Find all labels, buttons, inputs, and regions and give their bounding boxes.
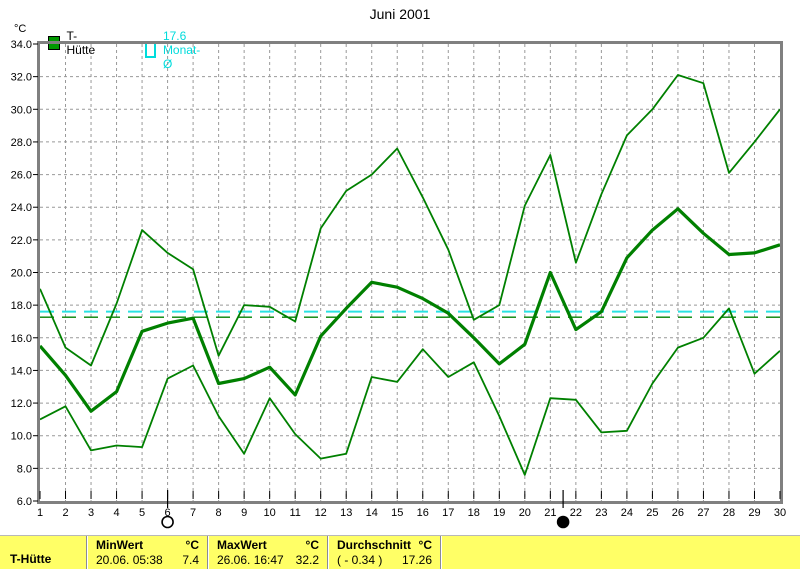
y-tick-label: 6.0 bbox=[17, 496, 32, 508]
y-tick-label: 10.0 bbox=[11, 431, 32, 443]
max-unit: °C bbox=[305, 538, 319, 552]
x-tick-label: 18 bbox=[468, 507, 480, 519]
legend-label: T-Hütte bbox=[66, 29, 96, 57]
x-tick-label: 29 bbox=[748, 507, 760, 519]
x-tick-label: 13 bbox=[340, 507, 352, 519]
y-tick-label: 18.0 bbox=[11, 300, 32, 312]
x-tick-label: 4 bbox=[113, 507, 119, 519]
x-tick-label: 6 bbox=[165, 507, 171, 519]
x-tick-label: 22 bbox=[570, 507, 582, 519]
x-tick-label: 27 bbox=[697, 507, 709, 519]
y-tick-label: 24.0 bbox=[11, 202, 32, 214]
min-unit: °C bbox=[185, 538, 199, 552]
x-tick-label: 1 bbox=[37, 507, 43, 519]
y-tick-label: 16.0 bbox=[11, 333, 32, 345]
x-tick-label: 2 bbox=[62, 507, 68, 519]
x-tick-label: 15 bbox=[391, 507, 403, 519]
page-title: Juni 2001 bbox=[369, 6, 431, 22]
status-bar-empty-panel bbox=[440, 536, 800, 569]
temperature-chart: 6.08.010.012.014.016.018.020.022.024.026… bbox=[11, 39, 786, 529]
x-tick-label: 7 bbox=[190, 507, 196, 519]
average-panel: Durchschnitt °C ( - 0.34 ) 17.26 bbox=[327, 536, 440, 569]
x-tick-label: 24 bbox=[621, 507, 633, 519]
mean-temp-line bbox=[38, 207, 781, 413]
y-tick-label: 34.0 bbox=[11, 39, 32, 51]
status-bar: T-Hütte MinWert °C 20.06. 05:38 7.4 MaxW… bbox=[0, 535, 800, 569]
y-tick-label: 20.0 bbox=[11, 268, 32, 280]
y-axis-unit-label: °C bbox=[14, 23, 27, 35]
min-value-panel: MinWert °C 20.06. 05:38 7.4 bbox=[86, 536, 207, 569]
x-tick-label: 23 bbox=[595, 507, 607, 519]
y-tick-label: 14.0 bbox=[11, 365, 32, 377]
x-tick-label: 12 bbox=[315, 507, 327, 519]
avg-value: 17.26 bbox=[401, 553, 432, 567]
x-tick-label: 28 bbox=[723, 507, 735, 519]
x-tick-label: 10 bbox=[264, 507, 276, 519]
x-tick-label: 17 bbox=[442, 507, 454, 519]
y-tick-label: 22.0 bbox=[11, 235, 32, 247]
x-tick-label: 14 bbox=[366, 507, 378, 519]
max-temp-line bbox=[39, 74, 781, 367]
x-tick-label: 9 bbox=[241, 507, 247, 519]
x-tick-label: 3 bbox=[88, 507, 94, 519]
x-tick-label: 30 bbox=[774, 507, 786, 519]
max-datetime: 26.06. 16:47 bbox=[217, 553, 284, 567]
avg-label: Durchschnitt bbox=[337, 538, 412, 552]
x-tick-label: 5 bbox=[139, 507, 145, 519]
y-tick-label: 30.0 bbox=[11, 104, 32, 116]
avg-deviation: ( - 0.34 ) bbox=[337, 553, 383, 567]
avg-unit: °C bbox=[418, 538, 432, 552]
max-value: 32.2 bbox=[295, 553, 319, 567]
x-tick-label: 26 bbox=[672, 507, 684, 519]
x-tick-label: 8 bbox=[216, 507, 222, 519]
x-tick-label: 20 bbox=[519, 507, 531, 519]
min-temp-line bbox=[39, 307, 781, 476]
y-tick-label: 26.0 bbox=[11, 170, 32, 182]
new-moon-icon bbox=[556, 515, 570, 529]
y-tick-label: 12.0 bbox=[11, 398, 32, 410]
y-tick-label: 8.0 bbox=[17, 463, 32, 475]
station-name: T-Hütte bbox=[10, 552, 52, 566]
x-tick-label: 25 bbox=[646, 507, 658, 519]
x-tick-label: 16 bbox=[417, 507, 429, 519]
y-tick-label: 32.0 bbox=[11, 72, 32, 84]
full-moon-icon bbox=[161, 515, 174, 529]
plot-border bbox=[37, 41, 783, 504]
min-label: MinWert bbox=[96, 538, 144, 552]
max-label: MaxWert bbox=[217, 538, 267, 552]
x-tick-label: 11 bbox=[289, 507, 300, 519]
x-tick-label: 19 bbox=[493, 507, 505, 519]
x-tick-label: 21 bbox=[544, 507, 556, 519]
y-tick-label: 28.0 bbox=[11, 137, 32, 149]
min-value: 7.4 bbox=[182, 553, 199, 567]
max-value-panel: MaxWert °C 26.06. 16:47 32.2 bbox=[207, 536, 327, 569]
min-datetime: 20.06. 05:38 bbox=[96, 553, 163, 567]
